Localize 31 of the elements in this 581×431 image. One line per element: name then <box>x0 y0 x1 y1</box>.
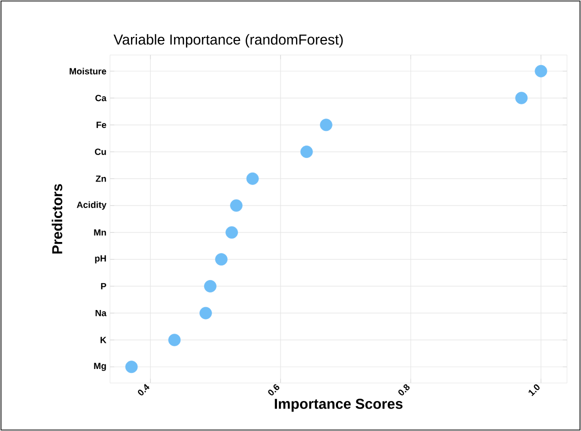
y-tick-label: Na <box>96 310 107 316</box>
y-tick-label: Mn <box>94 229 106 236</box>
y-tick-label: Cu <box>94 148 106 155</box>
point <box>320 118 332 132</box>
point <box>515 92 528 104</box>
point <box>215 253 228 266</box>
chart-title: Variable Importance (randomForest) <box>114 34 343 48</box>
point <box>200 306 212 320</box>
y-tick-label: P <box>101 283 106 290</box>
y-tick-label: Moisture <box>70 68 106 74</box>
point <box>230 199 242 212</box>
y-tick-label: Ca <box>95 94 107 102</box>
y-tick-label: Mg <box>94 362 106 371</box>
point <box>534 64 548 78</box>
point <box>300 146 313 158</box>
point <box>246 172 259 185</box>
y-tick-label: Fe <box>96 122 106 128</box>
y-tick-label: pH <box>95 255 106 264</box>
y-tick-label: K <box>100 336 106 344</box>
y-tick-label: Acidity <box>76 201 106 210</box>
y-axis-title: Predictors <box>52 184 62 254</box>
point <box>125 360 138 374</box>
point <box>204 280 216 292</box>
x-tick-label: 0.4 <box>138 384 150 396</box>
x-tick-label: 0.8 <box>398 384 410 396</box>
x-tick-label: 1.0 <box>528 384 540 396</box>
point <box>168 334 181 346</box>
y-tick-label: Zn <box>96 176 106 182</box>
x-tick-label: 0.6 <box>268 384 280 396</box>
x-axis-title: Importance Scores <box>274 398 402 412</box>
point <box>226 226 238 239</box>
